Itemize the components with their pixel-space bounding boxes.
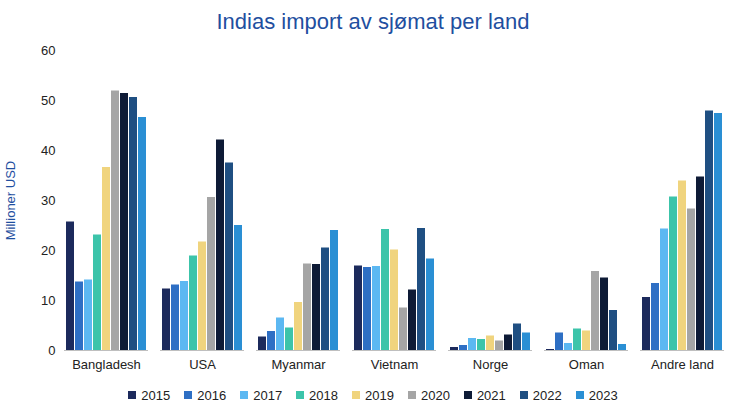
svg-text:Norge: Norge <box>473 357 508 372</box>
html-text:2022: 2022 <box>532 387 562 403</box>
svg-text:Oman: Oman <box>569 357 604 372</box>
svg-text:40: 40 <box>41 143 55 158</box>
html-text:2021: 2021 <box>476 387 506 403</box>
svg-text:50: 50 <box>41 93 55 108</box>
svg-text:10: 10 <box>41 293 55 308</box>
svg-text:Myanmar: Myanmar <box>271 357 326 372</box>
svg-text:Bangladesh: Bangladesh <box>72 357 141 372</box>
svg-text:20: 20 <box>41 243 55 258</box>
svg-text:Millioner USD: Millioner USD <box>3 161 18 240</box>
svg-text:30: 30 <box>41 193 55 208</box>
html-text:2018: 2018 <box>309 387 338 403</box>
html-text:2023: 2023 <box>588 387 618 403</box>
html-text:2017: 2017 <box>253 387 283 403</box>
html-text:2019: 2019 <box>365 387 394 403</box>
svg-text:USA: USA <box>189 357 216 372</box>
svg-text:Vietnam: Vietnam <box>371 357 418 372</box>
html-text:2015: 2015 <box>141 387 171 403</box>
svg-text:60: 60 <box>41 43 55 58</box>
svg-text:Andre land: Andre land <box>651 357 714 372</box>
svg-text:0: 0 <box>48 343 55 358</box>
html-text:Indias import av sjømat per la: Indias import av sjømat per land <box>216 9 530 34</box>
html-text:2016: 2016 <box>197 387 227 403</box>
html-text:2020: 2020 <box>421 387 450 403</box>
